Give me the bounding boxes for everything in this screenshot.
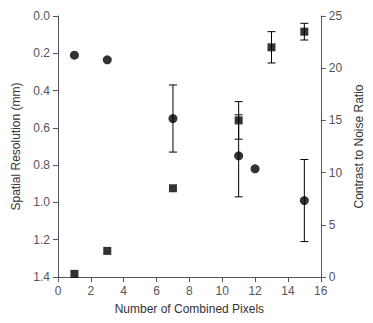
svg-text:Number of Combined Pixels: Number of Combined Pixels	[115, 302, 264, 316]
svg-text:5: 5	[329, 218, 336, 232]
svg-text:0.2: 0.2	[33, 46, 50, 60]
svg-text:1.0: 1.0	[33, 195, 50, 209]
svg-text:16: 16	[314, 284, 328, 298]
svg-text:0: 0	[55, 284, 62, 298]
svg-text:0: 0	[329, 270, 336, 284]
svg-text:6: 6	[153, 284, 160, 298]
svg-text:Spatial Resolution (mm): Spatial Resolution (mm)	[9, 82, 23, 210]
svg-text:0.0: 0.0	[33, 9, 50, 23]
svg-text:10: 10	[216, 284, 230, 298]
svg-text:12: 12	[248, 284, 262, 298]
svg-text:10: 10	[329, 166, 343, 180]
svg-text:14: 14	[281, 284, 295, 298]
svg-text:25: 25	[329, 9, 343, 23]
svg-text:1.2: 1.2	[33, 233, 50, 247]
svg-text:1.4: 1.4	[33, 270, 50, 284]
svg-text:0.6: 0.6	[33, 121, 50, 135]
svg-text:15: 15	[329, 113, 343, 127]
svg-text:20: 20	[329, 61, 343, 75]
svg-text:4: 4	[120, 284, 127, 298]
svg-text:8: 8	[186, 284, 193, 298]
svg-text:0.8: 0.8	[33, 158, 50, 172]
svg-text:Contrast to Noise Ratio: Contrast to Noise Ratio	[352, 84, 366, 208]
svg-text:0.4: 0.4	[33, 84, 50, 98]
svg-text:2: 2	[88, 284, 95, 298]
